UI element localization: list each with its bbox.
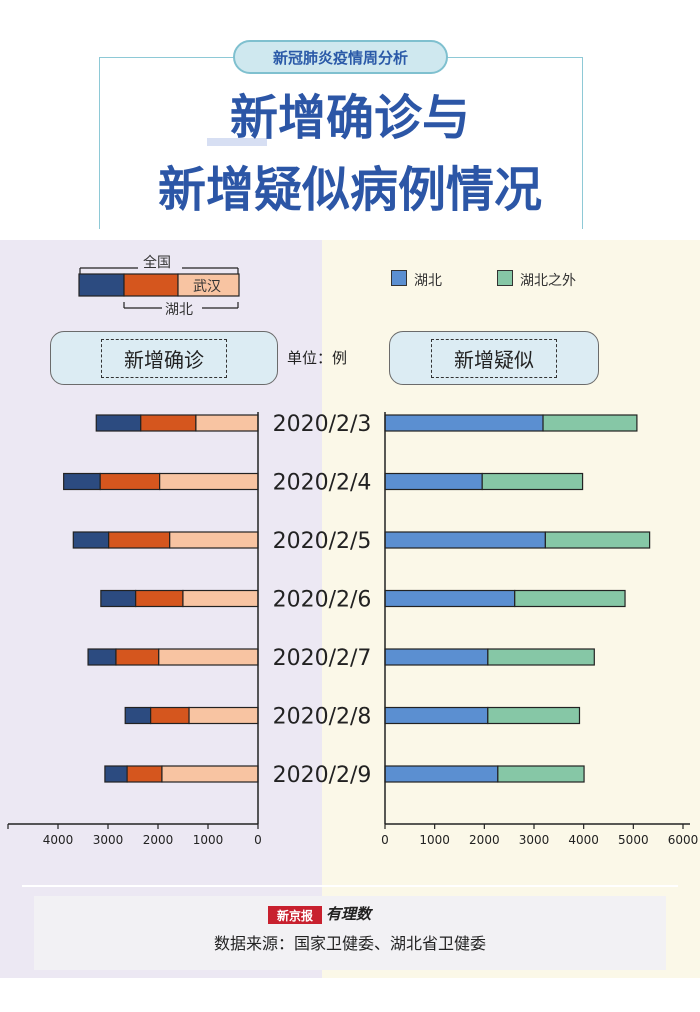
confirmed-heading-label: 新增确诊 bbox=[101, 338, 227, 378]
date-label: 2020/2/3 bbox=[273, 412, 372, 437]
date-label: 2020/2/4 bbox=[273, 471, 372, 496]
legend-outside-label: 湖北之外 bbox=[520, 273, 576, 289]
confirmed-bar-hubei bbox=[115, 648, 160, 666]
suspected-bar-outside bbox=[544, 531, 651, 549]
suspected-bar-hubei bbox=[384, 531, 546, 549]
confirmed-bar-national bbox=[124, 706, 152, 725]
right-tick-label: 3000 bbox=[519, 833, 550, 847]
page-title-line2: 新增疑似病例情况 bbox=[157, 162, 542, 218]
page-title-line1: 新增确诊与 bbox=[229, 90, 470, 146]
confirmed-bar-hubei bbox=[135, 589, 184, 608]
confirmed-bar-hubei bbox=[99, 472, 161, 491]
right-tick-label: 1000 bbox=[419, 833, 450, 847]
legend-national-label: 全国 bbox=[143, 255, 171, 271]
legend-hubei-suspected-label: 湖北 bbox=[414, 273, 442, 289]
legend-hubei-suspected-swatch bbox=[391, 270, 407, 286]
unit-label: 单位：例 bbox=[287, 349, 348, 367]
legend-wuhan-label: 武汉 bbox=[193, 279, 221, 295]
confirmed-bar-national bbox=[72, 531, 110, 549]
confirmed-bar-hubei bbox=[126, 765, 163, 783]
suspected-bar-hubei bbox=[384, 706, 489, 725]
left-tick-label: 3000 bbox=[93, 833, 124, 847]
suspected-bar-hubei bbox=[384, 589, 516, 608]
confirmed-bar-wuhan bbox=[159, 472, 259, 491]
left-tick-label: 2000 bbox=[143, 833, 174, 847]
right-tick-label: 5000 bbox=[618, 833, 649, 847]
confirmed-bar-hubei bbox=[140, 414, 197, 432]
suspected-bar-hubei bbox=[384, 648, 489, 666]
legend-hubei-label: 湖北 bbox=[165, 302, 193, 318]
confirmed-bar-hubei bbox=[108, 531, 171, 549]
confirmed-bar-wuhan bbox=[169, 531, 259, 549]
legend-national-swatch bbox=[78, 273, 125, 297]
footer-divider bbox=[22, 885, 678, 887]
left-tick-label: 1000 bbox=[193, 833, 224, 847]
chart-canvas: 2020/2/3 2020/2/4 2020/2/5 2020/2/6 2020/2/7… bbox=[7, 412, 699, 847]
confirmed-bar-hubei bbox=[150, 706, 190, 725]
suspected-bar-outside bbox=[514, 589, 626, 608]
date-label: 2020/2/7 bbox=[273, 646, 372, 671]
suspected-bar-outside bbox=[487, 648, 595, 666]
left-legend bbox=[70, 250, 250, 320]
header-badge: 新冠肺炎疫情周分析 bbox=[233, 40, 448, 74]
left-legend-graphic bbox=[78, 267, 240, 309]
suspected-bar-outside bbox=[481, 472, 584, 491]
date-label: 2020/2/6 bbox=[273, 588, 372, 613]
confirmed-bar-wuhan bbox=[188, 706, 259, 725]
title-highlight bbox=[207, 138, 267, 146]
suspected-bar-outside bbox=[542, 414, 638, 432]
suspected-heading: 新增疑似 bbox=[389, 331, 599, 385]
right-tick-label: 6000 bbox=[668, 833, 699, 847]
suspected-bar-hubei bbox=[384, 765, 499, 783]
left-tick-label: 0 bbox=[254, 833, 262, 847]
confirmed-bar-wuhan bbox=[161, 765, 259, 783]
legend-outside-swatch bbox=[497, 270, 513, 286]
confirmed-bar-national bbox=[87, 648, 117, 666]
suspected-heading-label: 新增疑似 bbox=[431, 338, 557, 378]
footer-box bbox=[34, 896, 666, 970]
date-label: 2020/2/8 bbox=[273, 705, 372, 730]
suspected-bar-outside bbox=[497, 765, 585, 783]
confirmed-bar-national bbox=[100, 589, 137, 608]
confirmed-heading: 新增确诊 bbox=[50, 331, 278, 385]
confirmed-bar-wuhan bbox=[182, 589, 259, 608]
left-tick-label: 4000 bbox=[43, 833, 74, 847]
confirmed-bar-wuhan bbox=[158, 648, 259, 666]
right-tick-label: 2000 bbox=[469, 833, 500, 847]
confirmed-bar-national bbox=[95, 414, 142, 432]
legend-hubei-swatch bbox=[123, 273, 179, 297]
suspected-bar-hubei bbox=[384, 414, 544, 432]
confirmed-bar-national bbox=[63, 472, 101, 491]
data-source: 数据来源：国家卫健委、湖北省卫健委 bbox=[213, 934, 486, 953]
brand-logo-secondary: 有理数 bbox=[326, 905, 372, 923]
right-tick-label: 0 bbox=[381, 833, 389, 847]
confirmed-bar-wuhan bbox=[195, 414, 259, 432]
right-tick-label: 4000 bbox=[568, 833, 599, 847]
date-label: 2020/2/9 bbox=[273, 763, 372, 788]
date-label: 2020/2/5 bbox=[273, 529, 372, 554]
confirmed-bar-national bbox=[104, 765, 128, 783]
suspected-bar-hubei bbox=[384, 472, 483, 491]
brand-logo: 新京报 bbox=[268, 906, 322, 924]
suspected-bar-outside bbox=[487, 706, 581, 725]
legend-wuhan-swatch bbox=[177, 273, 240, 297]
